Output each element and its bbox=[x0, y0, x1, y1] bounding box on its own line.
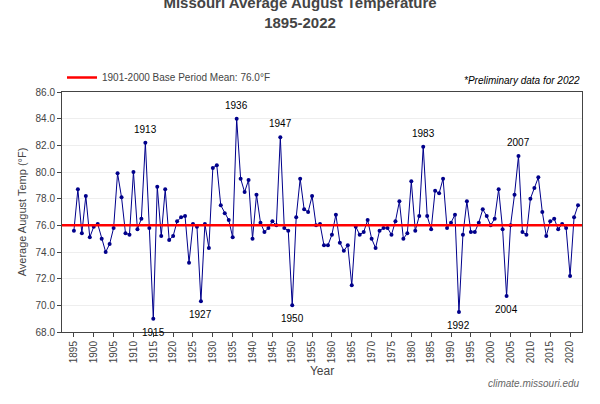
svg-text:1925: 1925 bbox=[187, 341, 198, 364]
svg-text:Average August Temp (°F): Average August Temp (°F) bbox=[16, 148, 28, 277]
svg-text:1970: 1970 bbox=[366, 341, 377, 364]
svg-text:2020: 2020 bbox=[564, 341, 575, 364]
svg-text:1930: 1930 bbox=[207, 341, 218, 364]
svg-text:1920: 1920 bbox=[167, 341, 178, 364]
svg-text:82.0: 82.0 bbox=[36, 140, 56, 151]
svg-text:76.0: 76.0 bbox=[36, 220, 56, 231]
svg-text:1950: 1950 bbox=[286, 341, 297, 364]
svg-text:2010: 2010 bbox=[525, 341, 536, 364]
svg-text:1901-2000 Base Period Mean: 76: 1901-2000 Base Period Mean: 76.0°F bbox=[102, 72, 270, 83]
svg-text:1990: 1990 bbox=[445, 341, 456, 364]
svg-text:1900: 1900 bbox=[88, 341, 99, 364]
svg-text:78.0: 78.0 bbox=[36, 193, 56, 204]
svg-text:1927: 1927 bbox=[189, 309, 212, 320]
svg-text:2000: 2000 bbox=[485, 341, 496, 364]
svg-text:1945: 1945 bbox=[267, 341, 278, 364]
svg-text:1975: 1975 bbox=[386, 341, 397, 364]
svg-text:86.0: 86.0 bbox=[36, 87, 56, 98]
svg-text:68.0: 68.0 bbox=[36, 327, 56, 338]
svg-text:2004: 2004 bbox=[495, 304, 518, 315]
svg-text:1940: 1940 bbox=[247, 341, 258, 364]
svg-text:1960: 1960 bbox=[326, 341, 337, 364]
svg-text:2015: 2015 bbox=[544, 341, 555, 364]
svg-text:1936: 1936 bbox=[225, 100, 248, 111]
svg-text:2007: 2007 bbox=[507, 137, 530, 148]
svg-text:80.0: 80.0 bbox=[36, 167, 56, 178]
svg-text:1910: 1910 bbox=[128, 341, 139, 364]
svg-text:1980: 1980 bbox=[406, 341, 417, 364]
svg-text:84.0: 84.0 bbox=[36, 113, 56, 124]
svg-text:*Preliminary data for 2022: *Preliminary data for 2022 bbox=[464, 75, 580, 86]
svg-text:2005: 2005 bbox=[505, 341, 516, 364]
svg-text:climate.missouri.edu: climate.missouri.edu bbox=[488, 378, 580, 389]
svg-text:1915: 1915 bbox=[148, 341, 159, 364]
svg-text:72.0: 72.0 bbox=[36, 273, 56, 284]
svg-text:70.0: 70.0 bbox=[36, 300, 56, 311]
svg-text:Year: Year bbox=[310, 364, 334, 378]
svg-text:1947: 1947 bbox=[269, 118, 292, 129]
svg-text:1985: 1985 bbox=[425, 341, 436, 364]
svg-text:1935: 1935 bbox=[227, 341, 238, 364]
svg-text:Missouri Average August Temper: Missouri Average August Temperature1895-… bbox=[163, 0, 436, 31]
svg-text:1913: 1913 bbox=[134, 124, 157, 135]
svg-text:1950: 1950 bbox=[281, 313, 304, 324]
svg-text:1915: 1915 bbox=[142, 327, 165, 338]
svg-text:1955: 1955 bbox=[306, 341, 317, 364]
svg-text:1895: 1895 bbox=[68, 341, 79, 364]
svg-text:1995: 1995 bbox=[465, 341, 476, 364]
svg-text:1992: 1992 bbox=[447, 320, 470, 331]
svg-text:1965: 1965 bbox=[346, 341, 357, 364]
svg-text:1983: 1983 bbox=[412, 128, 435, 139]
svg-text:1905: 1905 bbox=[108, 341, 119, 364]
svg-text:74.0: 74.0 bbox=[36, 247, 56, 258]
